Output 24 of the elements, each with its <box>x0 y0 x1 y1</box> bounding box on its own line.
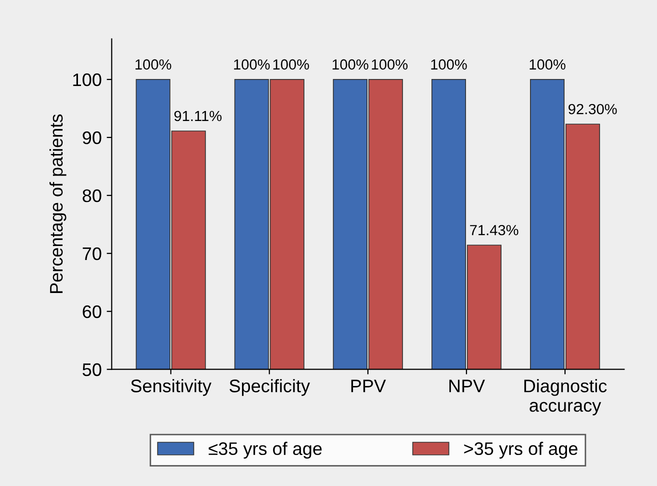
data-label: 100% <box>431 59 467 70</box>
data-label: 100% <box>372 59 408 70</box>
data-label: 100% <box>530 59 566 70</box>
legend-label: >35 yrs of age <box>464 442 578 459</box>
y-tick-label: 70 <box>82 247 102 260</box>
x-tick-label: Sensitivity <box>131 379 212 396</box>
data-label: 100% <box>332 59 368 70</box>
x-tick-label: NPV <box>449 380 485 392</box>
data-label: 92.30% <box>568 104 617 114</box>
legend-label: ≤35 yrs of age <box>208 442 322 459</box>
x-tick-label: Diagnostic accuracy <box>524 379 607 416</box>
x-tick-label: Specificity <box>230 379 310 396</box>
y-axis-title: Percentage of patients <box>49 114 66 293</box>
y-tick-label: 60 <box>82 305 102 318</box>
y-tick-label: 80 <box>82 189 102 202</box>
x-tick-label: PPV <box>351 380 386 392</box>
data-label: 100% <box>136 59 172 70</box>
data-label: 91.11% <box>174 110 222 122</box>
data-label: 71.43% <box>470 224 518 236</box>
y-tick-label: 50 <box>82 363 102 376</box>
data-label: 100% <box>273 59 310 70</box>
y-tick-label: 100 <box>73 73 102 86</box>
data-label: 100% <box>234 59 270 70</box>
y-tick-label: 90 <box>82 131 102 144</box>
